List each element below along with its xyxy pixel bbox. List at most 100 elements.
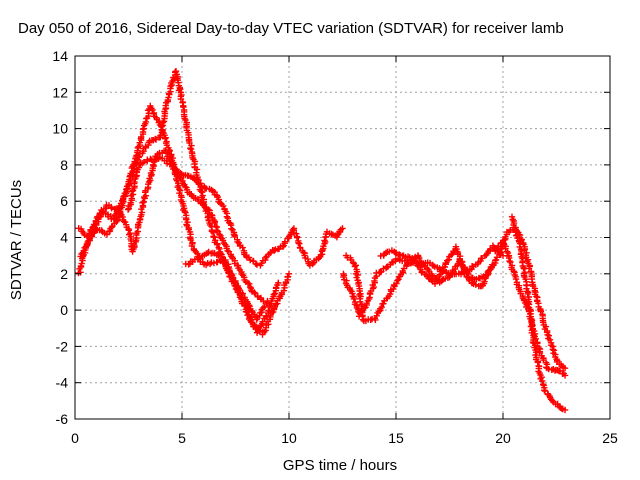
data-marks [75, 68, 569, 414]
data-point [212, 223, 220, 230]
data-point [352, 262, 359, 269]
data-point [333, 232, 341, 239]
data-point [268, 309, 276, 316]
data-point [135, 164, 143, 171]
data-point [271, 247, 278, 254]
data-point [187, 146, 195, 153]
y-tick-label: 6 [60, 193, 68, 209]
data-point [140, 159, 147, 166]
data-point [205, 206, 212, 213]
data-point [472, 281, 479, 288]
data-point [295, 239, 302, 246]
data-point [546, 336, 554, 343]
data-point [252, 260, 259, 267]
data-point [321, 237, 328, 244]
data-point [524, 290, 531, 298]
x-axis-label: GPS time / hours [283, 457, 397, 474]
data-point [262, 254, 269, 261]
axis-ticks [74, 55, 611, 420]
data-point [224, 247, 231, 254]
data-point [293, 230, 300, 237]
data-point [275, 279, 282, 287]
data-point [373, 312, 380, 319]
y-tick-label: 14 [52, 48, 68, 64]
data-point [403, 261, 410, 269]
x-tick-label: 15 [388, 430, 404, 446]
data-point [456, 255, 463, 262]
data-point [512, 275, 520, 283]
data-point [561, 372, 569, 379]
data-point [328, 230, 335, 238]
data-point [248, 307, 255, 314]
data-point [247, 256, 254, 264]
x-tick-label: 10 [281, 430, 297, 446]
data-point [128, 188, 136, 195]
y-tick-label: 10 [52, 121, 68, 137]
series-track-1 [75, 102, 282, 336]
data-point [211, 219, 218, 227]
data-point [246, 280, 253, 287]
data-point [375, 308, 383, 315]
data-point [260, 297, 267, 305]
x-tick-label: 20 [495, 430, 511, 446]
data-point [231, 282, 238, 289]
y-tick-label: 12 [52, 84, 68, 100]
chart-title: Day 050 of 2016, Sidereal Day-to-day VTE… [18, 20, 564, 37]
data-point [533, 293, 540, 300]
x-tick-labels: 0 5 10 15 20 25 [71, 430, 618, 446]
data-point [172, 68, 180, 75]
data-point [380, 300, 387, 307]
data-point [270, 291, 277, 298]
data-point [234, 238, 241, 245]
series-track-5 [182, 248, 293, 338]
data-point [84, 238, 91, 246]
data-point [217, 199, 224, 207]
data-point [393, 280, 400, 287]
data-point [214, 241, 221, 248]
data-point [239, 244, 246, 251]
data-point [124, 185, 131, 192]
y-tick-label: -6 [56, 411, 69, 427]
data-point [382, 249, 390, 257]
data-point [503, 248, 511, 255]
series-track-2 [75, 68, 271, 323]
data-point [447, 251, 455, 259]
data-point [216, 231, 223, 238]
data-point [281, 238, 289, 245]
y-tick-label: -4 [56, 375, 69, 391]
x-tick-label: 0 [71, 430, 79, 446]
data-point [407, 259, 414, 267]
data-point [481, 278, 488, 285]
data-point [561, 364, 569, 372]
y-tick-label: 0 [60, 302, 68, 318]
series-track-6 [257, 225, 346, 269]
data-point [108, 224, 115, 231]
data-point [539, 377, 546, 385]
data-point [404, 260, 411, 268]
data-point [149, 106, 156, 114]
data-point [263, 300, 270, 308]
data-point [378, 304, 385, 311]
data-point [350, 295, 358, 303]
data-point [507, 258, 514, 266]
y-tick-label: 4 [60, 230, 68, 246]
data-point [157, 132, 164, 139]
data-point [78, 250, 85, 258]
data-point [131, 178, 138, 186]
data-point [241, 302, 249, 310]
y-tick-label: 8 [60, 157, 68, 173]
data-point [424, 265, 431, 272]
data-point [114, 206, 121, 213]
x-tick-label: 5 [178, 430, 186, 446]
data-point [159, 119, 167, 126]
data-point [158, 123, 165, 130]
data-point [139, 199, 146, 206]
y-axis-label: SDTVAR / TECUs [8, 180, 25, 300]
data-point [228, 225, 235, 232]
data-point [394, 277, 401, 284]
data-point [197, 188, 205, 195]
data-point [293, 234, 301, 241]
data-point [525, 300, 532, 307]
data-point [220, 202, 227, 210]
